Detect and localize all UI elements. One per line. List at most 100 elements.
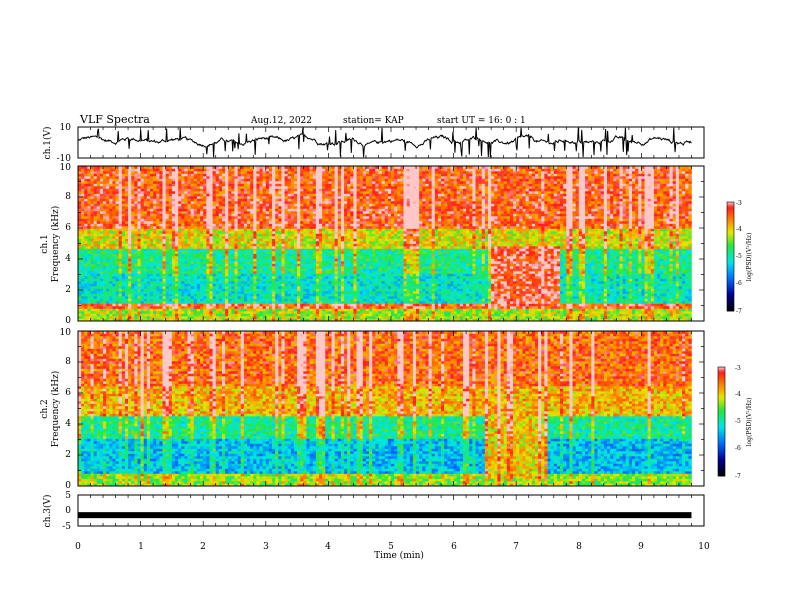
spectrogram-cell (103, 193, 107, 197)
spectrogram-cell (243, 308, 248, 312)
spectrogram-cell (300, 301, 304, 304)
spectrogram-cell (300, 278, 304, 282)
spectrogram-cell (140, 256, 145, 259)
spectrogram-cell (115, 228, 119, 232)
spectrogram-cell (215, 166, 220, 169)
spectrogram-cell (297, 291, 301, 294)
spectrogram-cell (268, 318, 273, 322)
spectrogram-cell (168, 168, 173, 172)
spectrogram-cell (300, 243, 304, 247)
spectrogram-cell (237, 286, 242, 289)
spectrogram-cell (319, 281, 323, 284)
spectrogram-cell (93, 213, 98, 217)
spectrogram-cell (143, 296, 148, 299)
spectrogram-cell (196, 198, 201, 202)
spectrogram-cell (284, 233, 289, 237)
spectrogram-cell (312, 201, 317, 204)
spectrogram-cell (297, 266, 301, 269)
spectrogram-cell (190, 193, 195, 197)
spectrogram-cell (168, 223, 173, 227)
spectrogram-cell (259, 188, 263, 192)
spectrogram-cell (103, 283, 107, 287)
spectrogram-cell (297, 176, 301, 179)
spectrogram-cell (309, 231, 314, 234)
spectrogram-cell (112, 258, 116, 262)
spectrogram-cell (209, 196, 213, 199)
spectrogram-cell (243, 213, 248, 217)
spectrogram-cell (312, 241, 317, 244)
spectrogram-cell (193, 298, 198, 302)
spectrogram-cell (171, 178, 176, 182)
spectrogram-cell (209, 198, 213, 202)
spectrogram-cell (237, 188, 242, 192)
spectrogram-cell (140, 306, 145, 309)
spectrogram-cell (90, 201, 94, 204)
spectrogram-cell (259, 258, 263, 262)
spectrogram-cell (231, 306, 235, 309)
spectrogram-cell (256, 173, 260, 177)
spectrogram-cell (153, 213, 157, 217)
spectrogram-cell (171, 256, 176, 259)
spectrogram-cell (99, 281, 104, 284)
spectrogram-cell (131, 288, 135, 292)
spectrogram-cell (278, 198, 282, 202)
spectrogram-cell (262, 176, 267, 179)
spectrogram-cell (162, 278, 166, 282)
spectrogram-cell (99, 271, 104, 274)
spectrogram-cell (96, 271, 101, 274)
spectrogram-cell (259, 173, 263, 177)
spectrogram-cell (159, 263, 163, 267)
spectrogram-cell (231, 283, 235, 287)
spectrogram-cell (253, 201, 257, 204)
spectrogram-cell (228, 221, 232, 224)
spectrogram-cell (297, 271, 301, 274)
spectrogram-cell (250, 271, 254, 274)
spectrogram-cell (134, 231, 138, 234)
spectrogram-cell (262, 281, 267, 284)
spectrogram-cell (290, 231, 295, 234)
spectrogram-cell (146, 283, 151, 287)
spectrogram-cell (109, 233, 113, 237)
spectrogram-cell (309, 191, 314, 194)
spectrogram-cell (87, 233, 91, 237)
spectrogram-cell (109, 266, 113, 269)
spectrogram-cell (181, 251, 185, 254)
spectrogram-cell (171, 273, 176, 277)
spectrogram-cell (212, 206, 217, 209)
spectrogram-cell (140, 188, 145, 192)
spectrogram-cell (181, 196, 185, 199)
spectrogram-cell (309, 171, 314, 174)
spectrogram-cell (315, 286, 320, 289)
spectrogram-cell (225, 218, 229, 222)
spectrogram-cell (290, 176, 295, 179)
spectrogram-cell (87, 178, 91, 182)
spectrogram-cell (300, 268, 304, 272)
spectrogram-cell (109, 283, 113, 287)
spectrogram-cell (149, 283, 154, 287)
spectrogram-cell (215, 196, 220, 199)
spectrogram-cell (272, 271, 276, 274)
spectrogram-cell (84, 196, 88, 199)
spectrogram-cell (262, 306, 267, 309)
spectrogram-cell (156, 191, 160, 194)
spectrogram-cell (237, 223, 242, 227)
spectrogram-cell (231, 168, 235, 172)
spectrogram-cell (278, 313, 282, 317)
spectrogram-cell (275, 298, 279, 302)
spectrogram-cell (218, 291, 223, 294)
spectrogram-cell (109, 181, 113, 184)
spectrogram-cell (228, 188, 232, 192)
spectrogram-cell (306, 293, 310, 297)
spectrogram-cell (278, 263, 282, 267)
spectrogram-cell (156, 306, 160, 309)
spectrogram-cell (281, 311, 285, 314)
spectrogram-cell (240, 198, 245, 202)
spectrogram-cell (109, 201, 113, 204)
spectrogram-cell (306, 258, 310, 262)
spectrogram-cell (256, 213, 260, 217)
spectrogram-cell (193, 316, 198, 319)
spectrogram-cell (315, 251, 320, 254)
spectrogram-cell (243, 243, 248, 247)
spectrogram-cell (297, 226, 301, 229)
spectrogram-cell (243, 246, 248, 249)
